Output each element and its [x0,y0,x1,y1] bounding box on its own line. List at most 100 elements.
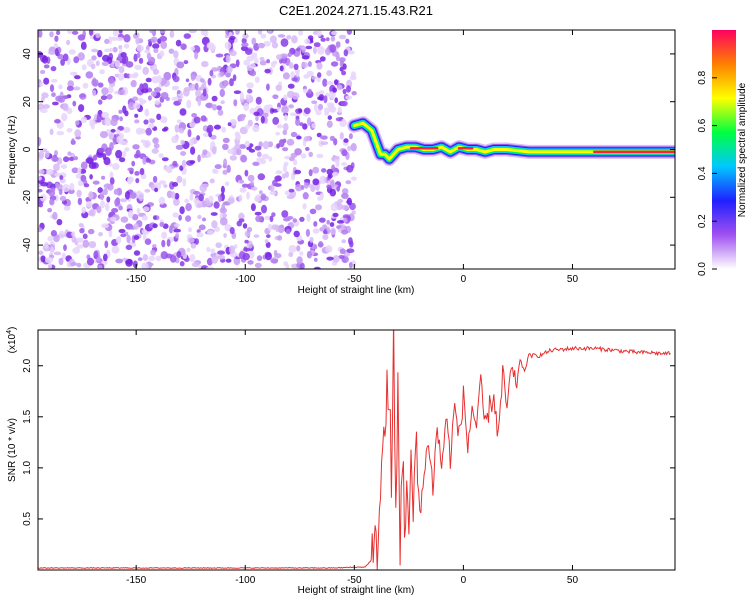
noise-blob [282,147,289,152]
noise-blob [141,262,149,269]
y-tick-label: 20 [22,96,33,108]
noise-blob [245,48,253,55]
noise-blob [66,128,73,133]
noise-blob [76,189,82,198]
noise-blob [72,156,79,161]
noise-blob [232,74,237,82]
noise-blob [318,217,326,223]
noise-blob [326,184,332,190]
y-tick-label: 0 [22,146,33,152]
noise-blob [266,83,270,91]
noise-blob [137,257,143,262]
noise-blob [220,100,225,105]
noise-blob [205,151,212,158]
noise-blob [329,188,337,197]
colorbar-tick-label: 0.4 [697,166,708,180]
noise-blob [66,85,74,91]
noise-blob [308,169,313,177]
noise-blob [257,42,265,49]
noise-blob [60,164,68,170]
noise-blob [336,186,341,192]
noise-blob [291,92,300,100]
colorbar-ticks: 0.0 0.2 0.4 0.6 0.8 [697,70,717,276]
noise-blob [209,69,214,77]
noise-blob [109,47,114,52]
noise-blob [133,223,139,230]
noise-blob [148,123,155,129]
noise-blob [53,235,60,243]
noise-blob [309,208,317,215]
noise-blob [194,82,199,91]
noise-blob [313,266,321,269]
noise-blob [213,124,221,130]
noise-blob [101,111,110,119]
noise-blob [224,181,230,186]
noise-blob [50,246,54,255]
noise-blob [178,127,185,134]
noise-blob [126,234,131,244]
noise-blob [265,241,271,248]
noise-blob [312,228,320,234]
y-tick-label: 2.0 [22,358,33,372]
noise-blob [269,35,277,44]
noise-blob [303,74,310,79]
noise-blob [316,30,322,37]
noise-blob [82,82,89,89]
noise-blob [311,76,317,80]
noise-blob [71,231,76,238]
noise-blob [296,245,301,252]
noise-blob [303,107,311,115]
noise-blob [135,178,140,184]
noise-blob [198,193,204,202]
noise-blob [229,118,237,126]
noise-blob [260,33,267,39]
noise-blob [45,257,53,264]
noise-blob [296,47,301,52]
y-scale-note: (x104) [6,327,18,354]
noise-blob [190,74,196,81]
noise-blob [172,212,179,218]
noise-blob [345,38,350,44]
noise-blob [143,119,149,125]
noise-blob [131,160,136,167]
noise-blob [125,73,131,79]
noise-blob [197,154,201,163]
noise-blob [51,92,56,98]
noise-blob [62,53,69,62]
y-tick-label: 1.0 [22,460,33,474]
noise-blob [306,250,312,259]
noise-blob [79,228,85,234]
noise-blob [148,255,156,261]
noise-blob [72,100,77,107]
noise-blob [226,164,231,173]
noise-blob [191,262,200,268]
noise-blob [97,49,103,58]
noise-blob [243,59,251,66]
noise-blob [44,150,50,158]
noise-blob [153,48,159,54]
noise-blob [132,73,138,79]
noise-blob [340,100,348,107]
noise-blob [326,256,334,261]
noise-blob [104,118,112,127]
noise-blob [159,222,165,227]
noise-blob [160,116,168,124]
noise-blob [77,34,86,41]
noise-blob [239,91,244,101]
noise-blob [141,88,149,94]
noise-blob [183,60,189,65]
noise-blob [327,173,333,179]
noise-blob [182,178,187,187]
noise-blob [211,104,218,111]
noise-blob [241,42,249,47]
noise-blob [101,87,109,96]
noise-blob [328,103,335,112]
x-tick-label: -50 [347,274,362,285]
noise-blob [209,178,215,184]
noise-blob [318,241,324,248]
noise-blob [269,215,274,222]
noise-blob [180,139,185,145]
snr-series-line [38,330,671,570]
noise-blob [256,151,262,158]
noise-blob [189,122,196,128]
